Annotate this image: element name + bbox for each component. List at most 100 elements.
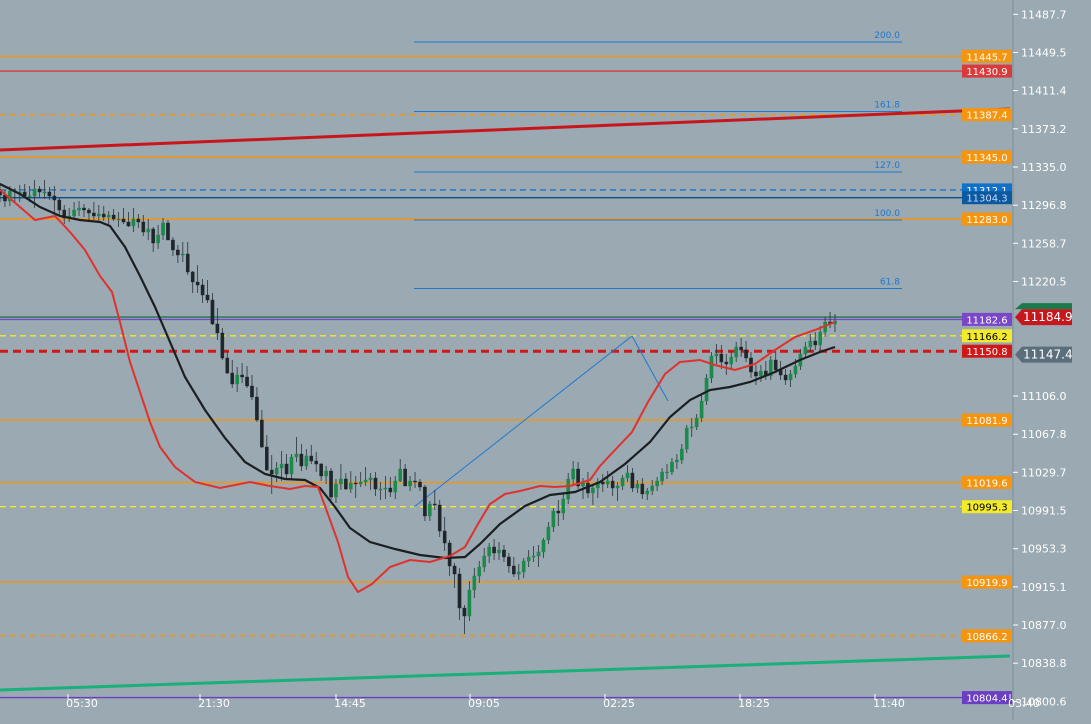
candle-body-90 bbox=[442, 530, 447, 544]
candle-body-13 bbox=[62, 209, 67, 219]
candle-body-98 bbox=[482, 555, 487, 568]
trendline-0 bbox=[0, 107, 1011, 152]
candle-body-50 bbox=[245, 376, 249, 387]
level-label-bg-0 bbox=[962, 49, 1012, 63]
candle-body-45 bbox=[220, 332, 225, 359]
price-tick-label-4: 11335.0 bbox=[1021, 161, 1067, 174]
candle-body-92 bbox=[452, 565, 457, 575]
candle-body-106 bbox=[521, 560, 526, 573]
candle-body-57 bbox=[279, 463, 284, 469]
candle-body-149 bbox=[734, 346, 738, 358]
price-tag-0: 11184.9 bbox=[1015, 309, 1073, 326]
candle-body-147 bbox=[724, 361, 729, 365]
price-tick-label-15: 10838.8 bbox=[1021, 657, 1067, 670]
candle-body-56 bbox=[274, 467, 279, 475]
horizontal-levels bbox=[0, 55, 1010, 699]
candle-body-84 bbox=[413, 480, 417, 483]
candle-body-20 bbox=[97, 213, 101, 217]
candle-body-133 bbox=[655, 480, 659, 487]
level-label-13: 10995.3 bbox=[966, 503, 1007, 514]
candle-body-70 bbox=[344, 478, 348, 490]
candle-body-53 bbox=[260, 419, 264, 448]
moving-averages bbox=[0, 183, 836, 594]
candle-body-32 bbox=[156, 234, 160, 244]
candle-body-60 bbox=[294, 453, 299, 458]
candle-body-59 bbox=[289, 456, 294, 475]
candle-body-105 bbox=[516, 571, 521, 575]
candle-body-12 bbox=[57, 199, 62, 211]
price-tag-bg-1 bbox=[1015, 346, 1072, 363]
price-tick-label-10: 11029.7 bbox=[1021, 466, 1067, 479]
time-axis[interactable]: 05:30 21:30 14:45 09:05 02:25 18:25 11:40 03:40 bbox=[66, 694, 1040, 710]
candle-body-99 bbox=[487, 546, 491, 557]
candle-body-68 bbox=[334, 483, 338, 498]
price-tick-label-9: 11067.8 bbox=[1021, 428, 1067, 441]
candle-body-111 bbox=[546, 526, 551, 541]
candle-body-114 bbox=[561, 498, 566, 514]
candle-body-77 bbox=[378, 488, 383, 491]
candle-body-82 bbox=[403, 468, 407, 487]
candle-body-25 bbox=[121, 218, 126, 223]
candle-body-130 bbox=[640, 483, 645, 495]
candle-body-17 bbox=[82, 207, 86, 211]
candle-body-8 bbox=[37, 188, 42, 193]
level-label-14: 10919.9 bbox=[966, 578, 1007, 589]
candle-body-146 bbox=[719, 353, 724, 363]
level-label-bg-11 bbox=[962, 413, 1012, 427]
price-axis[interactable]: 11487.7 11449.5 11411.4 11373.2 11335.0 11296… bbox=[1012, 0, 1067, 720]
fib-label-4: 61.8 bbox=[880, 278, 900, 288]
price-tag-1: 11147.4 bbox=[1015, 346, 1073, 363]
candle-body-83 bbox=[408, 480, 412, 487]
trendlines bbox=[0, 107, 1011, 692]
price-tag-bg-0 bbox=[1015, 309, 1072, 326]
candle-body-24 bbox=[116, 218, 121, 221]
candle-body-100 bbox=[492, 546, 496, 554]
level-label-bg-12 bbox=[962, 475, 1012, 489]
candle-body-153 bbox=[754, 371, 758, 377]
candle-body-125 bbox=[615, 485, 620, 489]
candle-body-117 bbox=[576, 468, 580, 487]
candle-body-64 bbox=[314, 460, 319, 465]
price-tick-label-12: 10953.3 bbox=[1021, 543, 1067, 556]
candle-body-136 bbox=[670, 461, 674, 473]
candle-body-48 bbox=[235, 374, 239, 385]
candle-body-21 bbox=[101, 213, 106, 218]
candle-body-11 bbox=[52, 195, 57, 201]
price-tick-label-14: 10877.0 bbox=[1021, 619, 1067, 632]
time-tick-label-0: 05:30 bbox=[66, 697, 98, 710]
price-tick-label-6: 11258.7 bbox=[1021, 237, 1067, 250]
candle-body-85 bbox=[418, 481, 422, 488]
level-label-12: 11019.6 bbox=[966, 478, 1007, 489]
candle-body-22 bbox=[106, 214, 111, 218]
level-label-bg-14 bbox=[962, 575, 1012, 589]
candle-body-62 bbox=[304, 455, 309, 467]
candle-body-127 bbox=[625, 472, 630, 479]
price-tick-label-13: 10915.1 bbox=[1021, 581, 1067, 594]
candle-body-49 bbox=[240, 374, 244, 378]
candle-body-54 bbox=[265, 446, 269, 471]
candle-body-129 bbox=[635, 483, 640, 489]
level-label-3: 11345.0 bbox=[966, 153, 1007, 164]
candle-body-151 bbox=[744, 349, 748, 359]
candle-body-159 bbox=[783, 374, 788, 381]
candle-body-112 bbox=[551, 510, 556, 528]
candle-body-87 bbox=[428, 503, 432, 517]
candle-body-36 bbox=[176, 249, 180, 256]
candle-body-58 bbox=[284, 463, 289, 475]
level-label-bg-8 bbox=[962, 312, 1012, 326]
candle-body-61 bbox=[299, 453, 304, 467]
candle-body-123 bbox=[605, 480, 610, 485]
candles bbox=[0, 180, 837, 634]
candle-body-27 bbox=[131, 218, 136, 227]
candle-body-38 bbox=[185, 253, 190, 273]
candle-body-37 bbox=[181, 253, 185, 256]
level-labels: 11445.711430.911387.411345.011312.111304… bbox=[962, 49, 1073, 705]
price-tick-label-1: 11449.5 bbox=[1021, 47, 1067, 60]
level-label-bg-13 bbox=[962, 500, 1012, 514]
candle-body-116 bbox=[571, 468, 575, 480]
level-label-bg-10 bbox=[962, 344, 1012, 358]
fib-label-0: 200.0 bbox=[874, 31, 900, 41]
